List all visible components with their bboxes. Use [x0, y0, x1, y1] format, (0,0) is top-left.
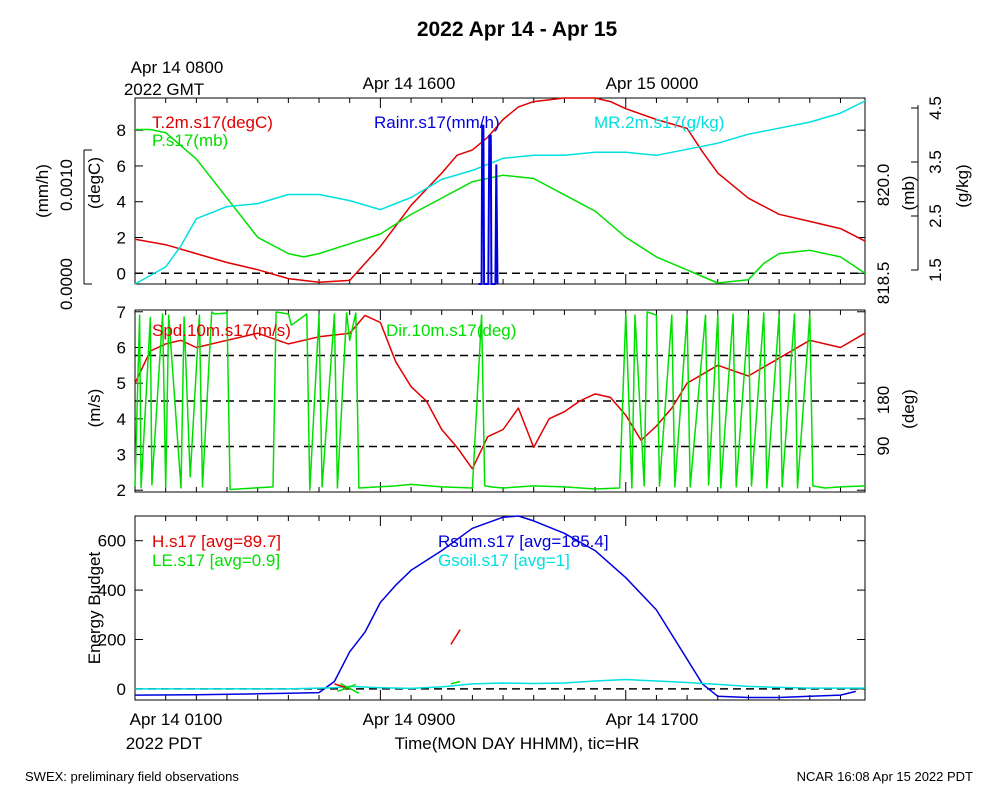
- panel-frame-bottom: [134, 515, 866, 701]
- y-tick-label: 200: [98, 630, 126, 649]
- top-axis-tz-label: 2022 GMT: [124, 80, 204, 99]
- legend-entry: Rainr.s17(mm/h): [374, 113, 500, 132]
- series-le-s17-avg-0-9: [340, 682, 360, 694]
- top-axis-left-inner: (degC): [85, 130, 136, 270]
- y-axis-label: (degC): [85, 157, 104, 209]
- bottom-axis-tick-label: Apr 14 0100: [130, 710, 223, 729]
- legends: T.2m.s17(degC)P.s17(mb) Rainr.s17(mm/h) MR…: [152, 113, 724, 570]
- series-le-s17-avg-0-9: [450, 680, 461, 685]
- top-axis-left-outer: 0.0000 0.0010 (mm/h): [33, 149, 92, 310]
- y-tick-label: 90: [874, 437, 893, 456]
- legend-entry: P.s17(mb): [152, 131, 228, 150]
- y-tick-label: 0.0010: [57, 159, 76, 211]
- top-axis-tick-label: Apr 14 1600: [363, 74, 456, 93]
- y-tick-label: 6: [117, 338, 126, 357]
- footer-left: SWEX: preliminary field observations: [25, 769, 239, 784]
- series-rsum-s17-avg-185-4: [134, 515, 856, 699]
- top-axis-tick-label: Apr 14 0800: [131, 58, 224, 77]
- y-tick-label: 8: [117, 121, 126, 140]
- legend-entry: Gsoil.s17 [avg=1]: [438, 551, 570, 570]
- y-tick-label: 4: [117, 193, 126, 212]
- legend-entry: Spd.10m.s17(m/s): [152, 321, 291, 340]
- y-axis-label: (deg): [899, 389, 918, 429]
- series-gsoil-s17-avg-1: [135, 678, 865, 690]
- bottom-axis-tz-label: 2022 PDT: [126, 734, 203, 753]
- middle-axis-right: 90 180 (deg): [874, 386, 918, 456]
- series-p-s17-mb: [135, 128, 866, 284]
- bottom-axis-left: Energy Budget: [85, 551, 104, 664]
- y-tick-label: 3.5: [926, 150, 945, 174]
- tick-marks: 0 2 4 6 8 2 3 4 5 6 7 0 200 400 600: [98, 98, 865, 700]
- legend-entry: T.2m.s17(degC): [152, 113, 273, 132]
- y-tick-label: 2: [117, 229, 126, 248]
- y-tick-label: 0.0000: [57, 258, 76, 310]
- y-axis-label: (g/kg): [953, 164, 972, 207]
- series-mr-2m-s17-g-kg: [134, 100, 866, 285]
- bottom-axis-tick-label: Apr 14 0900: [363, 710, 456, 729]
- y-tick-label: 820.0: [874, 164, 893, 207]
- y-tick-label: 1.5: [926, 258, 945, 282]
- series-spd-10m-s17-m-s: [134, 314, 866, 470]
- x-axis-label: Time(MON DAY HHMM), tic=HR: [395, 734, 640, 753]
- bottom-axis-tick-label: Apr 14 1700: [606, 710, 699, 729]
- series-le-s17-avg-0-9: [337, 683, 357, 693]
- legend-entry: LE.s17 [avg=0.9]: [152, 551, 280, 570]
- top-axis-right-inner: 818.5 820.0 (mb): [874, 164, 918, 305]
- y-tick-label: 0: [117, 264, 126, 283]
- series-rainr-s17-mm-h: [478, 124, 499, 285]
- y-tick-label: 0: [117, 680, 126, 699]
- legend-entry: Dir.10m.s17(deg): [386, 321, 516, 340]
- y-axis-label: (mm/h): [33, 164, 52, 218]
- y-tick-label: 4.5: [926, 96, 945, 120]
- y-tick-label: 6: [117, 157, 126, 176]
- y-tick-label: 2.5: [926, 204, 945, 228]
- y-tick-label: 600: [98, 532, 126, 551]
- middle-axis-left: (m/s): [85, 389, 104, 428]
- y-tick-label: 818.5: [874, 262, 893, 305]
- chart-title: 2022 Apr 14 - Apr 15: [417, 18, 618, 41]
- top-axis-tick-label: Apr 15 0000: [606, 74, 699, 93]
- top-axis-right-outer: 1.5 2.5 3.5 4.5 (g/kg): [911, 96, 972, 282]
- y-tick-label: 400: [98, 581, 126, 600]
- series-h-s17-avg-89-7: [450, 629, 461, 645]
- legend-entry: H.s17 [avg=89.7]: [152, 532, 281, 551]
- y-tick-label: 7: [117, 303, 126, 322]
- series-t-2m-s17-degc: [134, 97, 866, 283]
- y-axis-label: Energy Budget: [85, 551, 104, 664]
- series-dir-10m-s17-deg: [134, 311, 866, 491]
- y-tick-label: 4: [117, 410, 126, 429]
- series-lines: [134, 97, 866, 699]
- y-axis-label: (m/s): [85, 389, 104, 428]
- footer-right: NCAR 16:08 Apr 15 2022 PDT: [797, 769, 973, 784]
- y-axis-label: (mb): [899, 176, 918, 211]
- legend-entry: Rsum.s17 [avg=185.4]: [438, 532, 609, 551]
- legend-entry: MR.2m.s17(g/kg): [594, 113, 724, 132]
- y-tick-label: 5: [117, 374, 126, 393]
- y-tick-label: 180: [874, 386, 893, 414]
- y-tick-label: 2: [117, 481, 126, 500]
- y-tick-label: 3: [117, 446, 126, 465]
